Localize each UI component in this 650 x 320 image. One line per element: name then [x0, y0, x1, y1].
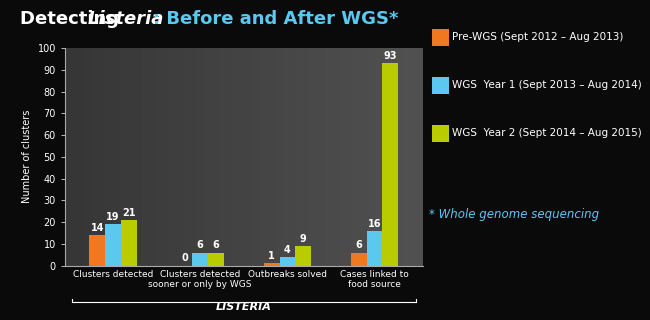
Text: LISTERIA: LISTERIA	[216, 302, 272, 312]
Text: 0: 0	[181, 253, 188, 263]
Text: Detecting: Detecting	[20, 10, 125, 28]
Bar	[192, 252, 208, 266]
Bar	[121, 220, 136, 266]
Text: 6: 6	[197, 240, 203, 250]
Text: WGS  Year 2 (Sept 2014 – Aug 2015): WGS Year 2 (Sept 2014 – Aug 2015)	[452, 128, 642, 138]
Text: 93: 93	[384, 51, 397, 61]
Text: : Before and After WGS*: : Before and After WGS*	[153, 10, 398, 28]
Text: WGS  Year 1 (Sept 2013 – Aug 2014): WGS Year 1 (Sept 2013 – Aug 2014)	[452, 80, 642, 90]
Bar	[280, 257, 295, 266]
Y-axis label: Number of clusters: Number of clusters	[22, 110, 32, 204]
Bar	[382, 63, 398, 266]
Text: Pre-WGS (Sept 2012 – Aug 2013): Pre-WGS (Sept 2012 – Aug 2013)	[452, 32, 623, 42]
Text: 1: 1	[268, 251, 275, 261]
Text: 6: 6	[213, 240, 219, 250]
Text: 6: 6	[356, 240, 362, 250]
Text: 19: 19	[106, 212, 120, 222]
Bar	[295, 246, 311, 266]
Text: Listeria: Listeria	[88, 10, 164, 28]
Bar	[105, 224, 121, 266]
Text: 14: 14	[90, 223, 104, 233]
Bar	[264, 263, 280, 266]
Bar	[208, 252, 224, 266]
Text: 21: 21	[122, 208, 135, 218]
Bar	[367, 231, 382, 266]
Bar	[351, 252, 367, 266]
Bar	[90, 235, 105, 266]
Text: 9: 9	[300, 234, 306, 244]
Text: * Whole genome sequencing: * Whole genome sequencing	[429, 208, 599, 221]
Text: 16: 16	[368, 219, 382, 228]
Text: 4: 4	[284, 245, 291, 255]
